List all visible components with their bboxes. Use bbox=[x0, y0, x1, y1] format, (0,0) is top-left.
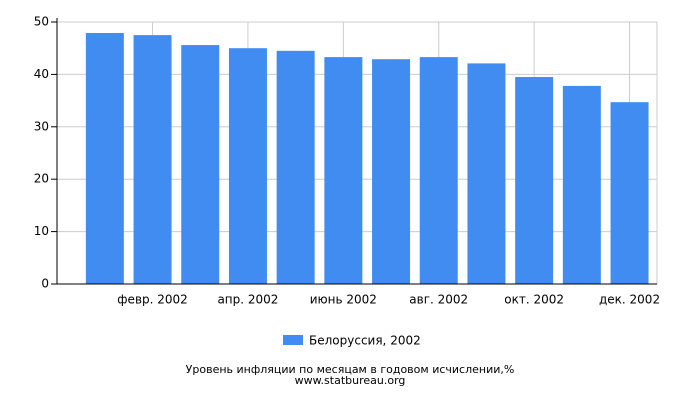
bar bbox=[276, 50, 315, 284]
bar bbox=[372, 59, 411, 285]
legend-swatch bbox=[283, 335, 303, 345]
y-tick-label: 20 bbox=[34, 172, 49, 186]
x-tick-label: окт. 2002 bbox=[504, 293, 564, 307]
x-tick-label: апр. 2002 bbox=[217, 293, 278, 307]
y-tick-label: 50 bbox=[34, 15, 49, 29]
bar bbox=[228, 48, 267, 285]
bar bbox=[133, 35, 172, 284]
bar bbox=[181, 45, 220, 284]
bar bbox=[324, 57, 363, 284]
bar bbox=[419, 57, 458, 284]
x-tick-label: июнь 2002 bbox=[310, 293, 377, 307]
bar bbox=[562, 85, 601, 284]
x-tick-label: дек. 2002 bbox=[599, 293, 660, 307]
x-tick-label: февр. 2002 bbox=[117, 293, 188, 307]
x-axis-label: Уровень инфляции по месяцам в годовом ис… bbox=[186, 363, 515, 376]
bar bbox=[467, 63, 506, 285]
y-tick-label: 0 bbox=[41, 277, 49, 291]
bar bbox=[85, 33, 124, 285]
y-tick-label: 30 bbox=[34, 119, 49, 133]
source: www.statbureau.org bbox=[295, 374, 406, 387]
y-tick-label: 40 bbox=[34, 67, 49, 81]
bar bbox=[515, 77, 554, 285]
bar bbox=[610, 102, 649, 284]
x-tick-label: авг. 2002 bbox=[409, 293, 468, 307]
y-tick-label: 10 bbox=[34, 224, 49, 238]
legend-label: Белоруссия, 2002 bbox=[309, 334, 421, 348]
